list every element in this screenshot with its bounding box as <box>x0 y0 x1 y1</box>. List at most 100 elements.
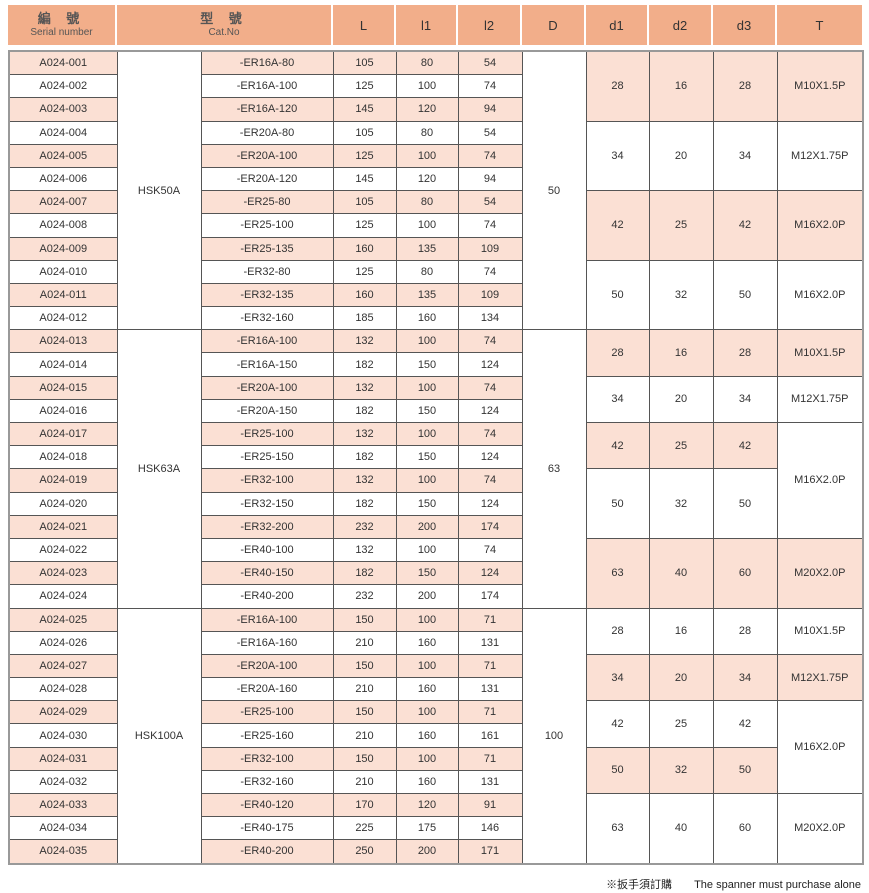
table-row: A024-027 -ER20A-100 150 100 71 34 20 34 M12X1.75… <box>8 653 864 702</box>
l1-cell: 150 <box>395 491 459 516</box>
header-d3: d3 <box>712 5 777 45</box>
table-row: A024-022 -ER40-100 132 100 74 63 40 60 M20X2.0P <box>8 537 864 609</box>
l2-cell: 74 <box>457 143 523 168</box>
footnote-zh: ※扳手須訂購 <box>606 879 673 891</box>
table-row: A024-029 -ER25-100 150 100 71 42 25 42 M16X2.0P <box>8 700 864 794</box>
T-cell: M12X1.75P <box>776 653 864 702</box>
l2-cell: 109 <box>457 282 523 308</box>
l1-cell: 150 <box>395 398 459 424</box>
l2-cell: 54 <box>457 50 523 76</box>
serial-cell: A024-004 <box>8 120 118 145</box>
cat-cell: -ER32-200 <box>200 514 334 539</box>
l1-cell: 150 <box>395 561 459 586</box>
d3-cell: 50 <box>712 259 778 331</box>
serial-cell: A024-013 <box>8 329 118 354</box>
table-row: A024-024 -ER40-200 232 200 174 <box>8 584 863 609</box>
L-cell: 132 <box>332 329 397 354</box>
table-row: A024-023 -ER40-150 182 150 124 <box>8 561 863 586</box>
L-cell: 125 <box>332 213 397 238</box>
l2-cell: 94 <box>457 97 523 122</box>
table-row: A024-001 HSK50A -ER16A-80 105 80 54 50 28 16 28 M1… <box>8 50 864 331</box>
cat-cell: -ER32-100 <box>200 746 334 771</box>
d3-cell: 28 <box>712 50 778 122</box>
l1-cell: 100 <box>395 468 459 493</box>
d3-cell: 60 <box>712 537 778 609</box>
header-l2: l2 <box>457 5 522 45</box>
table-row: A024-019 -ER32-100 132 100 74 50 32 50 <box>8 468 863 539</box>
cat-cell: -ER16A-120 <box>200 97 334 122</box>
L-cell: 250 <box>332 839 397 865</box>
l2-cell: 174 <box>457 584 523 609</box>
l1-cell: 80 <box>395 50 459 76</box>
cat-cell: -ER20A-100 <box>200 143 334 168</box>
serial-cell: A024-007 <box>8 190 118 215</box>
l1-cell: 160 <box>395 306 459 331</box>
serial-cell: A024-020 <box>8 491 118 516</box>
l2-cell: 74 <box>457 537 523 563</box>
l1-cell: 80 <box>395 120 459 145</box>
cat-cell: -ER32-135 <box>200 282 334 308</box>
cat-cell: -ER20A-80 <box>200 120 334 145</box>
header-T: T <box>776 5 862 45</box>
L-cell: 232 <box>332 584 397 609</box>
L-cell: 132 <box>332 468 397 493</box>
serial-cell: A024-031 <box>8 746 118 771</box>
table-row: A024-016 -ER20A-150 182 150 124 <box>8 398 863 424</box>
cat-cell: -ER20A-100 <box>200 375 334 400</box>
l2-cell: 131 <box>457 677 523 702</box>
l2-cell: 131 <box>457 769 523 795</box>
L-cell: 132 <box>332 421 397 447</box>
header-l1: l1 <box>395 5 458 45</box>
l2-cell: 74 <box>457 259 523 284</box>
model-cell: HSK50A <box>116 50 202 331</box>
l1-cell: 100 <box>395 143 459 168</box>
cat-cell: -ER40-150 <box>200 561 334 586</box>
cat-cell: -ER32-160 <box>200 306 334 331</box>
d2-cell: 20 <box>648 120 714 192</box>
d2-cell: 16 <box>648 607 714 655</box>
l1-cell: 150 <box>395 352 459 377</box>
cat-cell: -ER40-200 <box>200 839 334 865</box>
l1-cell: 100 <box>395 375 459 400</box>
header-cat: 型 號 Cat.No <box>116 5 333 45</box>
table-row: A024-035 -ER40-200 250 200 171 <box>8 839 863 865</box>
cat-cell: -ER16A-100 <box>200 74 334 99</box>
spec-table: A024-001 HSK50A -ER16A-80 105 80 54 50 28 16 28 M1… <box>8 50 864 865</box>
l2-cell: 134 <box>457 306 523 331</box>
table-row: A024-031 -ER32-100 150 100 71 50 32 50 <box>8 746 863 795</box>
d1-cell: 28 <box>585 50 650 122</box>
cat-cell: -ER16A-100 <box>200 607 334 632</box>
serial-cell: A024-003 <box>8 97 118 122</box>
T-cell: M16X2.0P <box>776 190 864 261</box>
cat-cell: -ER16A-80 <box>200 50 334 76</box>
L-cell: 150 <box>332 700 397 725</box>
L-cell: 182 <box>332 561 397 586</box>
T-cell: M16X2.0P <box>776 259 864 331</box>
d1-cell: 28 <box>585 329 650 377</box>
d3-cell: 28 <box>712 607 778 655</box>
l2-cell: 74 <box>457 213 523 238</box>
l2-cell: 146 <box>457 816 523 841</box>
d2-cell: 20 <box>648 653 714 702</box>
T-cell: M20X2.0P <box>776 537 864 609</box>
L-cell: 105 <box>332 50 397 76</box>
l1-cell: 100 <box>395 213 459 238</box>
d2-cell: 40 <box>648 792 714 865</box>
cat-cell: -ER40-200 <box>200 584 334 609</box>
header-cat-zh: 型 號 <box>200 11 248 26</box>
table-row: A024-011 -ER32-135 160 135 109 <box>8 282 863 308</box>
serial-cell: A024-027 <box>8 653 118 679</box>
T-cell: M12X1.75P <box>776 375 864 424</box>
serial-cell: A024-034 <box>8 816 118 841</box>
cat-cell: -ER32-150 <box>200 491 334 516</box>
table-row: A024-020 -ER32-150 182 150 124 <box>8 491 863 516</box>
d1-cell: 34 <box>585 375 650 424</box>
d3-cell: 42 <box>712 421 778 470</box>
cat-cell: -ER32-100 <box>200 468 334 493</box>
footnote-en: The spanner must purchase alone <box>694 879 861 891</box>
serial-cell: A024-006 <box>8 166 118 192</box>
L-cell: 132 <box>332 537 397 563</box>
d1-cell: 34 <box>585 120 650 192</box>
l2-cell: 74 <box>457 468 523 493</box>
L-cell: 210 <box>332 630 397 655</box>
